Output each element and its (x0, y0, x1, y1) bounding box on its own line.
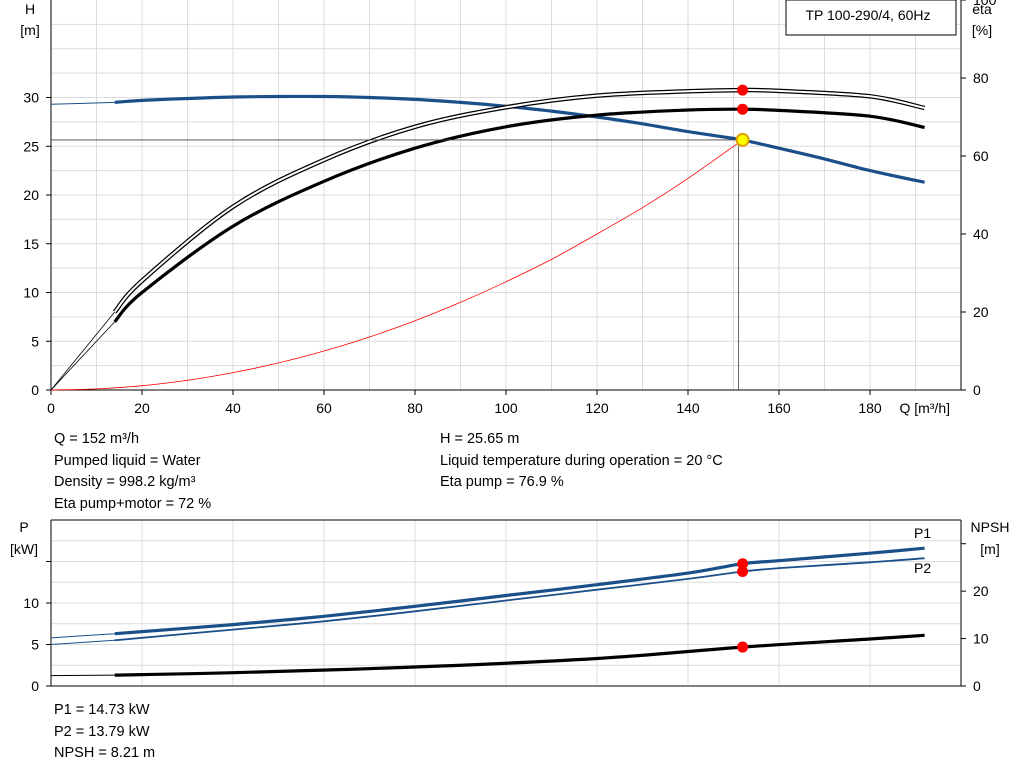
npsh-operating-marker (737, 641, 749, 653)
p2-curve (114, 557, 925, 642)
y-tick-label: 5 (31, 637, 39, 653)
p1-readout: P1 = 14.73 kW (54, 702, 150, 718)
y-axis-unit: [m] (20, 22, 39, 38)
y-tick-label: 10 (23, 285, 39, 301)
head-curve-extension (50, 101, 115, 105)
chart-title: TP 100-290/4, 60Hz (805, 7, 930, 23)
head-curve (114, 94, 925, 184)
y-tick-label: 20 (23, 187, 39, 203)
y2-tick-label: 60 (973, 148, 989, 164)
eta-total-curve-extension (50, 321, 115, 391)
p1-series-label: P1 (914, 525, 931, 541)
y2-tick-label: 40 (973, 226, 989, 242)
y-tick-label: 30 (23, 90, 39, 106)
p1-operating-marker (737, 558, 749, 570)
y-tick-label: 25 (23, 138, 39, 154)
pump-performance-chart: 0 20 40 60 80 100 120 140 160 180 0 5 10 15 20 25 30 0 20 4… (20, 0, 997, 416)
y2-tick-label: 0 (973, 678, 981, 694)
x-tick-label: 60 (316, 400, 332, 416)
p1-curve (114, 546, 925, 636)
p2-readout: P2 = 13.79 kW (54, 723, 150, 740)
y-axis-label: H (25, 1, 35, 17)
y-tick-label: 5 (31, 333, 39, 349)
x-axis-label: Q [m³/h] (899, 400, 950, 416)
title-box (785, 0, 957, 36)
density-readout: Density = 998.2 kg/m³ (54, 474, 196, 490)
x-tick-label: 20 (134, 400, 150, 416)
y2-axis-label: eta (972, 1, 992, 17)
power-npsh-chart: 0 5 10 0 10 20 P [kW] NPSH [m] P1 P2 (10, 519, 1010, 694)
eta-pump-curve-extension (50, 311, 116, 391)
p1-curve-extension (50, 633, 115, 639)
info-bottom-panel: P1 = 14.73 kW P2 = 13.79 kW NPSH = 8.21 … (54, 700, 155, 765)
y2-axis-unit: [m] (980, 541, 999, 557)
info-left-panel: Q = 152 m³/h Pumped liquid = Water Densi… (54, 429, 211, 515)
y2-tick-label: 20 (973, 304, 989, 320)
y2-tick-label: 100 (973, 0, 997, 8)
grid (51, 520, 961, 686)
x-tick-label: 40 (225, 400, 241, 416)
npsh-curve (114, 633, 925, 677)
npsh-curve-extension (50, 674, 115, 677)
pumped-liquid-readout: Pumped liquid = Water (54, 452, 201, 469)
x-tick-label: 80 (407, 400, 423, 416)
x-tick-label: 180 (858, 400, 882, 416)
x-tick-label: 160 (767, 400, 791, 416)
x-tick-label: 0 (47, 400, 55, 416)
temperature-readout: Liquid temperature during operation = 20… (440, 452, 723, 469)
flow-readout: Q = 152 m³/h (54, 431, 140, 447)
y-tick-label: 0 (31, 382, 39, 398)
p2-operating-marker (737, 566, 749, 578)
eta-pump-readout: Eta pump = 76.9 % (440, 474, 564, 490)
eta-total-readout: Eta pump+motor = 72 % (54, 495, 212, 512)
y2-axis-label: NPSH (971, 519, 1010, 535)
y2-axis-unit: [%] (972, 22, 992, 38)
head-operating-marker (735, 132, 750, 147)
eta-pump-operating-marker (737, 84, 749, 96)
eta-total-operating-marker (737, 103, 749, 115)
eta-pump-curve-inner (113, 89, 925, 313)
x-tick-label: 120 (585, 400, 609, 416)
grid (51, 0, 961, 390)
y-axis-unit: [kW] (10, 541, 38, 557)
npsh-readout: NPSH = 8.21 m (54, 745, 156, 761)
y-axis-label: P (19, 519, 28, 535)
y2-tick-label: 80 (973, 70, 989, 86)
y2-tick-label: 0 (973, 382, 981, 398)
y-tick-label: 10 (23, 595, 39, 611)
system-curve (50, 139, 743, 391)
p2-series-label: P2 (914, 560, 931, 576)
x-tick-label: 140 (676, 400, 700, 416)
y2-tick-label: 20 (973, 583, 989, 599)
info-right-panel: H = 25.65 m Liquid temperature during op… (440, 429, 723, 494)
p2-curve-extension (50, 639, 115, 645)
y2-tick-label: 10 (973, 631, 989, 647)
y-tick-label: 0 (31, 678, 39, 694)
head-readout: H = 25.65 m (440, 431, 520, 447)
x-tick-label: 100 (494, 400, 518, 416)
eta-total-curve (113, 107, 925, 323)
y-tick-label: 15 (23, 236, 39, 252)
